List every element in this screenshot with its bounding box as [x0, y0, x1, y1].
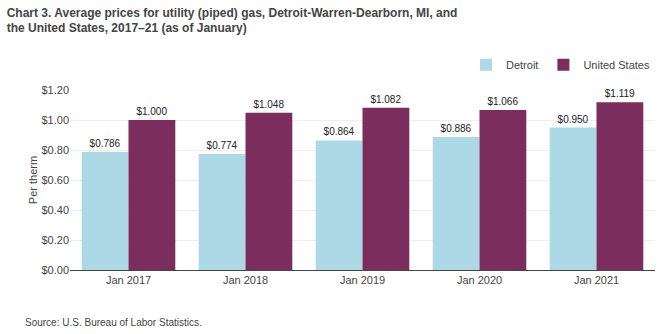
svg-text:Jan 2017: Jan 2017: [106, 274, 151, 286]
svg-text:$0.00: $0.00: [41, 264, 69, 276]
svg-text:$0.864: $0.864: [324, 126, 355, 137]
svg-text:Source: U.S. Bureau of Labor S: Source: U.S. Bureau of Labor Statistics.: [25, 317, 202, 328]
svg-text:$1.20: $1.20: [41, 84, 69, 96]
svg-text:$0.950: $0.950: [558, 114, 589, 125]
svg-text:United States: United States: [583, 59, 650, 71]
svg-text:Detroit: Detroit: [506, 59, 538, 71]
svg-text:$1.082: $1.082: [370, 94, 401, 105]
svg-text:$0.20: $0.20: [41, 234, 69, 246]
svg-text:$0.40: $0.40: [41, 204, 69, 216]
svg-text:Jan 2021: Jan 2021: [574, 274, 619, 286]
svg-text:$0.60: $0.60: [41, 174, 69, 186]
svg-text:Per therm: Per therm: [27, 156, 39, 204]
svg-text:$1.000: $1.000: [136, 106, 167, 117]
svg-text:$1.048: $1.048: [253, 99, 284, 110]
svg-text:$1.00: $1.00: [41, 114, 69, 126]
svg-text:$1.119: $1.119: [605, 88, 635, 99]
svg-text:$1.066: $1.066: [487, 96, 518, 107]
svg-text:$0.886: $0.886: [441, 123, 472, 134]
svg-text:Jan 2020: Jan 2020: [457, 274, 502, 286]
svg-text:$0.80: $0.80: [41, 144, 69, 156]
svg-text:Jan 2018: Jan 2018: [223, 274, 268, 286]
svg-text:$0.786: $0.786: [90, 138, 121, 149]
svg-text:Chart 3. Average prices for ut: Chart 3. Average prices for utility (pip…: [7, 6, 458, 36]
svg-text:$0.774: $0.774: [207, 140, 238, 151]
svg-text:Jan 2019: Jan 2019: [340, 274, 385, 286]
